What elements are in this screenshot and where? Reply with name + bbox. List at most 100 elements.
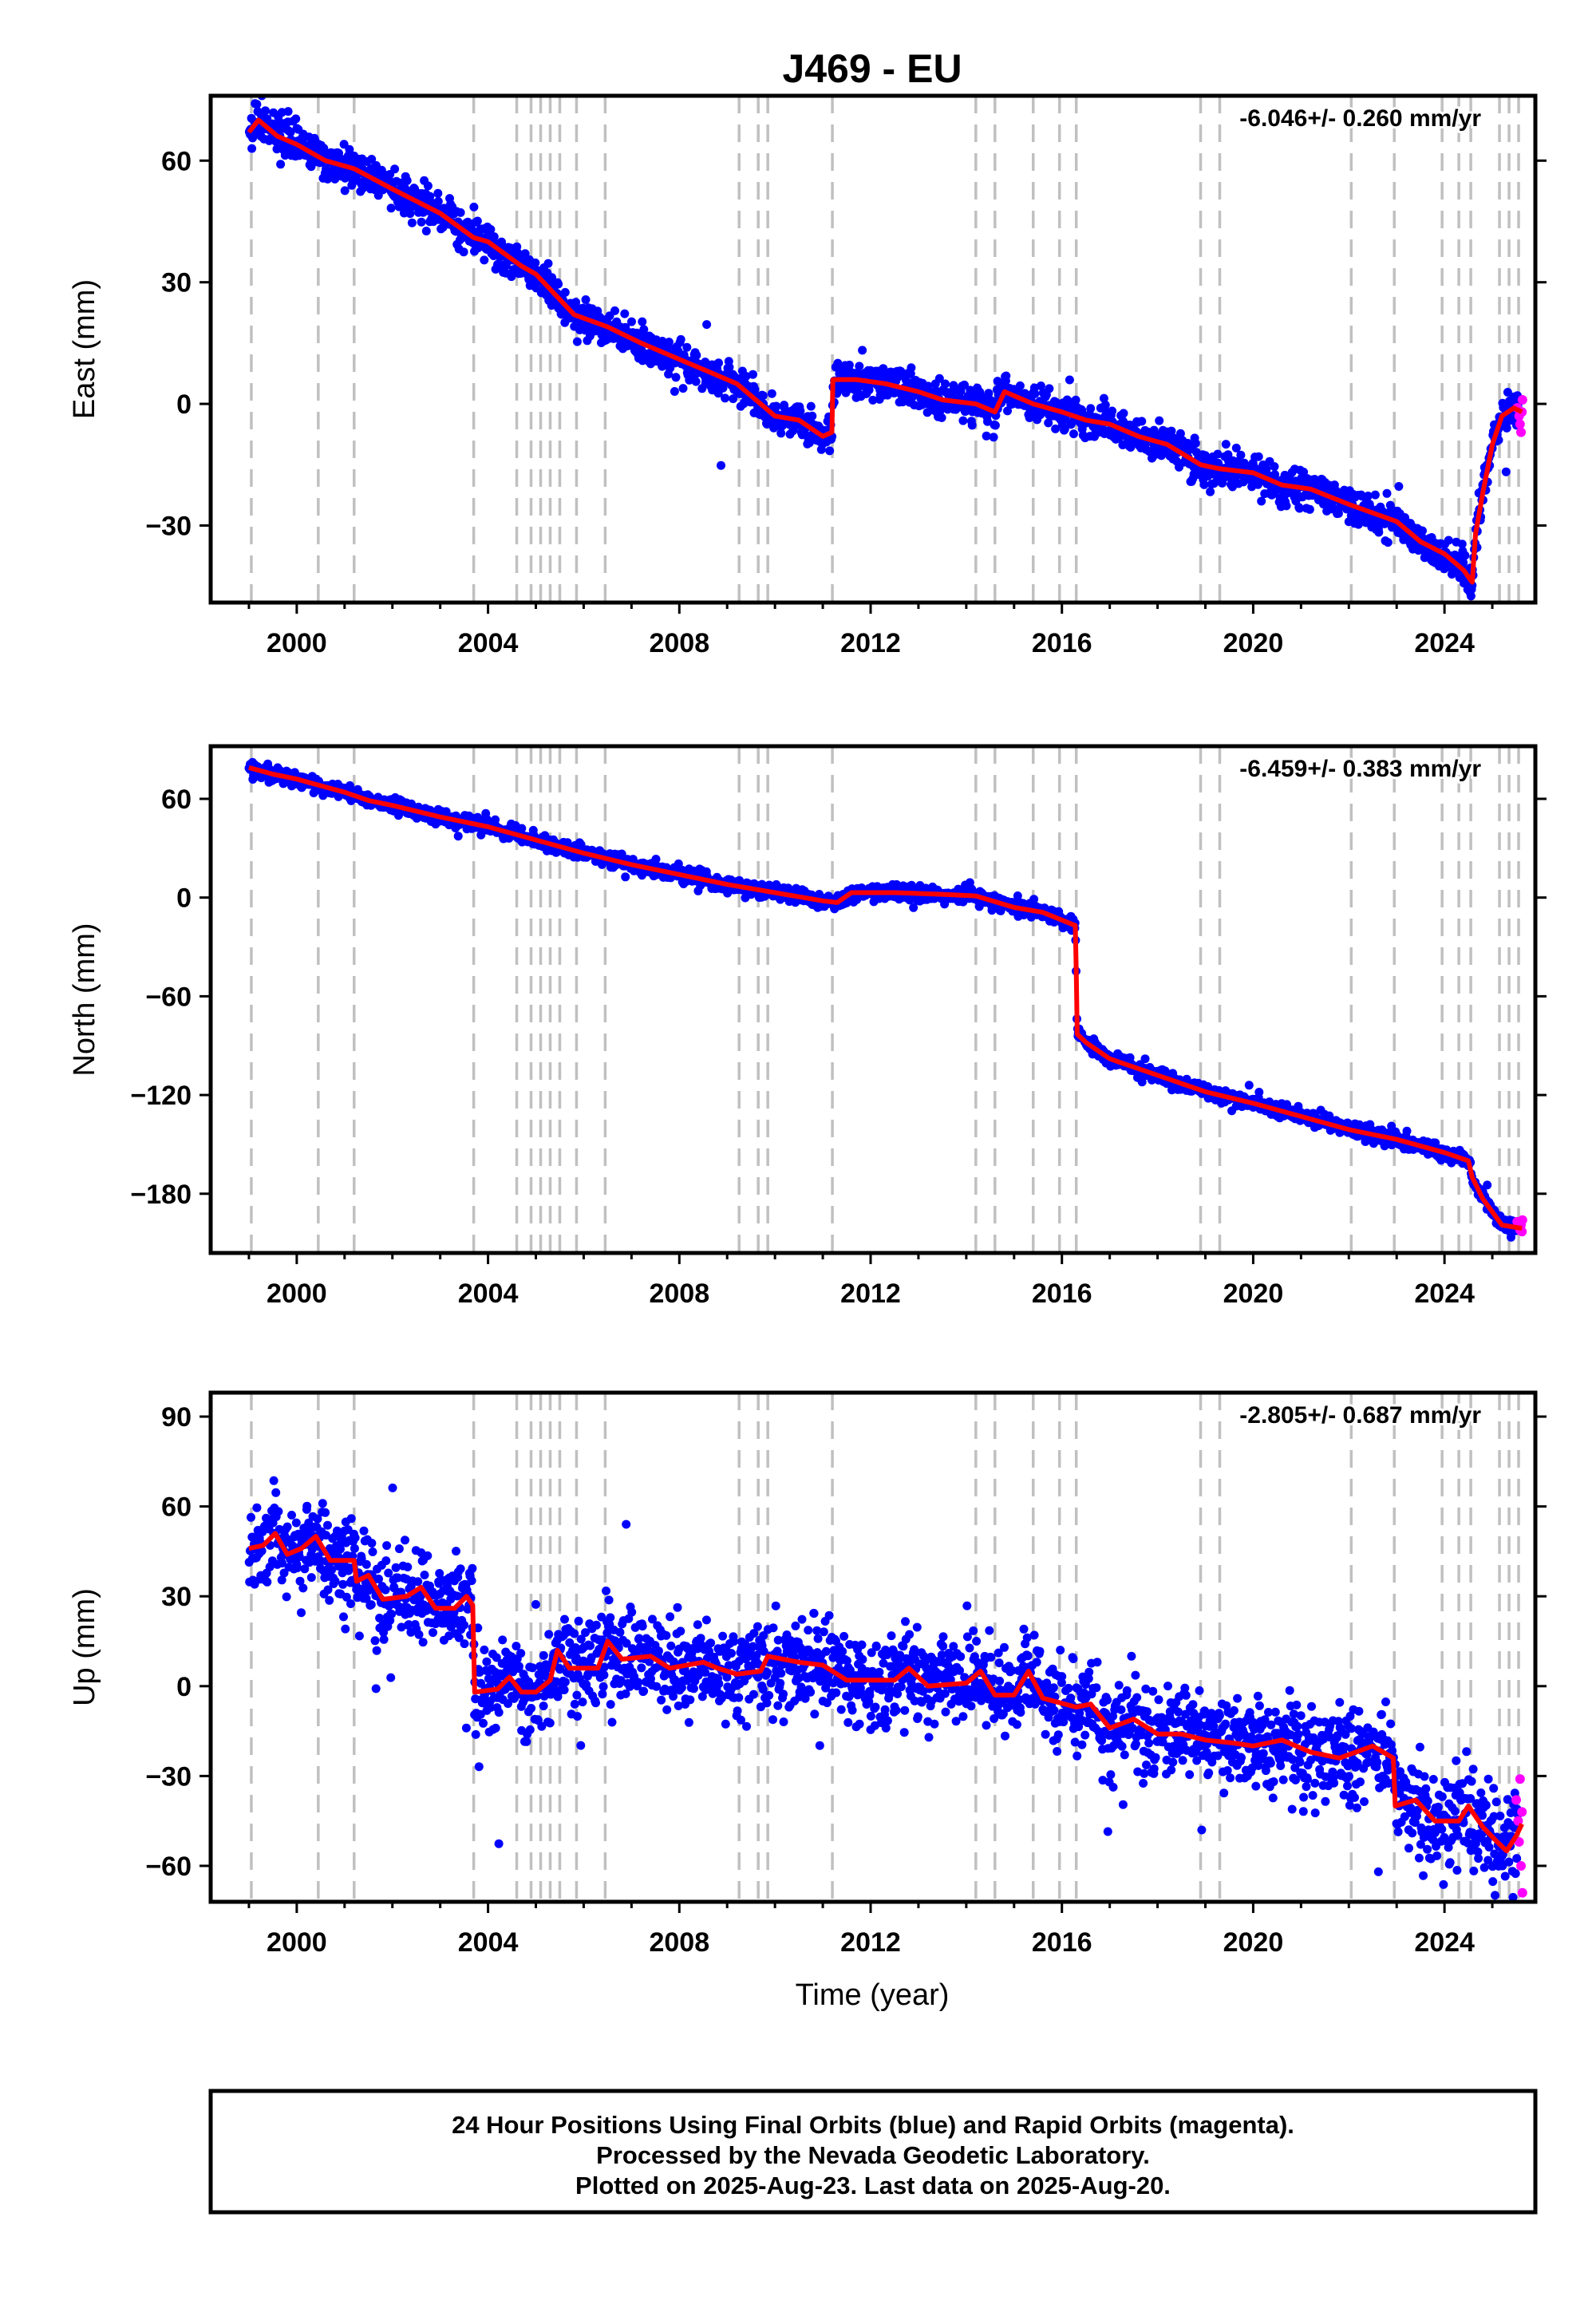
data-point xyxy=(1015,381,1025,390)
data-point xyxy=(1191,439,1200,448)
y-tick-label: 60 xyxy=(161,785,192,815)
data-point xyxy=(274,1507,283,1516)
data-point xyxy=(1071,395,1080,405)
data-point xyxy=(554,279,563,289)
data-point xyxy=(1383,538,1393,547)
data-point xyxy=(1206,487,1215,496)
data-point xyxy=(390,164,400,174)
x-tick-label: 2012 xyxy=(840,1279,901,1309)
data-point xyxy=(252,1503,262,1512)
data-point xyxy=(275,1524,284,1534)
data-point xyxy=(1457,539,1467,549)
y-tick-label: −60 xyxy=(145,982,192,1012)
data-point xyxy=(1254,452,1263,461)
data-point xyxy=(1108,406,1117,416)
data-point xyxy=(776,429,786,438)
data-point xyxy=(1013,891,1022,900)
data-point xyxy=(627,317,636,326)
x-tick-label: 2024 xyxy=(1414,1279,1475,1309)
data-point xyxy=(269,1476,279,1485)
data-point xyxy=(298,1583,308,1593)
data-point xyxy=(469,202,479,211)
data-point xyxy=(806,401,816,411)
y-tick-label: 0 xyxy=(176,389,192,420)
data-point xyxy=(1244,1081,1254,1090)
data-point xyxy=(1029,895,1039,904)
data-point xyxy=(302,1501,312,1511)
y-tick-label: −120 xyxy=(130,1081,192,1111)
data-point xyxy=(1503,388,1512,397)
data-point xyxy=(1444,536,1453,545)
data-point xyxy=(271,1488,281,1497)
y-tick-label: 60 xyxy=(161,146,192,176)
rapid-point xyxy=(1516,427,1527,437)
data-point xyxy=(318,1499,327,1508)
data-point xyxy=(517,824,527,833)
data-point xyxy=(272,144,282,154)
data-point xyxy=(676,334,685,344)
data-point xyxy=(1044,418,1053,428)
data-point xyxy=(937,413,946,422)
data-point xyxy=(620,309,630,318)
data-point xyxy=(1065,375,1074,385)
x-tick-label: 2004 xyxy=(458,628,519,658)
data-point xyxy=(1030,389,1040,398)
data-point xyxy=(323,1585,333,1595)
data-point xyxy=(967,421,977,430)
y-tick-label: 0 xyxy=(176,883,192,914)
data-point xyxy=(327,1565,336,1575)
rapid-point xyxy=(1515,419,1525,429)
data-point xyxy=(277,1575,286,1585)
data-point xyxy=(345,144,354,154)
x-tick-label: 2024 xyxy=(1414,628,1475,658)
data-point xyxy=(325,1595,334,1605)
x-tick-label: 2004 xyxy=(458,1279,519,1309)
east-panel: 2000 2004 2008 2012 2016 2020 202460300−30East… xyxy=(68,93,1547,658)
data-point xyxy=(1394,482,1404,491)
data-point xyxy=(306,1573,316,1583)
rapid-point xyxy=(1517,395,1527,405)
data-point xyxy=(572,337,582,346)
data-point xyxy=(670,387,679,396)
data-point xyxy=(1060,425,1069,434)
data-point xyxy=(313,1514,322,1524)
data-point xyxy=(1100,400,1110,409)
data-point xyxy=(1099,393,1108,403)
data-point xyxy=(879,364,888,373)
data-point xyxy=(692,350,701,360)
data-point xyxy=(300,1564,310,1574)
x-tick-label: 2020 xyxy=(1223,628,1284,658)
data-point xyxy=(855,362,864,371)
data-point xyxy=(1149,425,1159,435)
x-tick-label: 2012 xyxy=(840,628,901,658)
data-point xyxy=(842,898,851,907)
data-point xyxy=(1380,1141,1389,1151)
data-point xyxy=(1305,504,1314,514)
chart-title: J469 - EU xyxy=(782,46,962,91)
x-tick-label: 2016 xyxy=(1032,628,1092,658)
data-point xyxy=(678,384,688,393)
data-point xyxy=(717,460,725,470)
data-point xyxy=(639,325,649,334)
data-point xyxy=(1295,504,1304,513)
data-point xyxy=(934,373,944,383)
data-point xyxy=(1363,492,1373,500)
data-point xyxy=(480,255,489,265)
data-point xyxy=(339,140,349,149)
data-point xyxy=(1213,449,1223,459)
data-point xyxy=(1466,591,1476,601)
data-point xyxy=(990,421,1000,430)
data-point xyxy=(423,181,433,191)
data-point xyxy=(295,1576,305,1586)
data-point xyxy=(1370,490,1380,500)
data-point xyxy=(1140,1054,1150,1064)
data-point xyxy=(958,416,968,425)
data-point xyxy=(1299,468,1309,476)
data-point xyxy=(1051,424,1061,433)
y-tick-label: −30 xyxy=(145,511,192,541)
data-point xyxy=(1200,451,1210,460)
data-point xyxy=(651,855,661,864)
data-point xyxy=(664,338,674,347)
data-point xyxy=(1175,429,1185,438)
data-point xyxy=(421,227,431,235)
